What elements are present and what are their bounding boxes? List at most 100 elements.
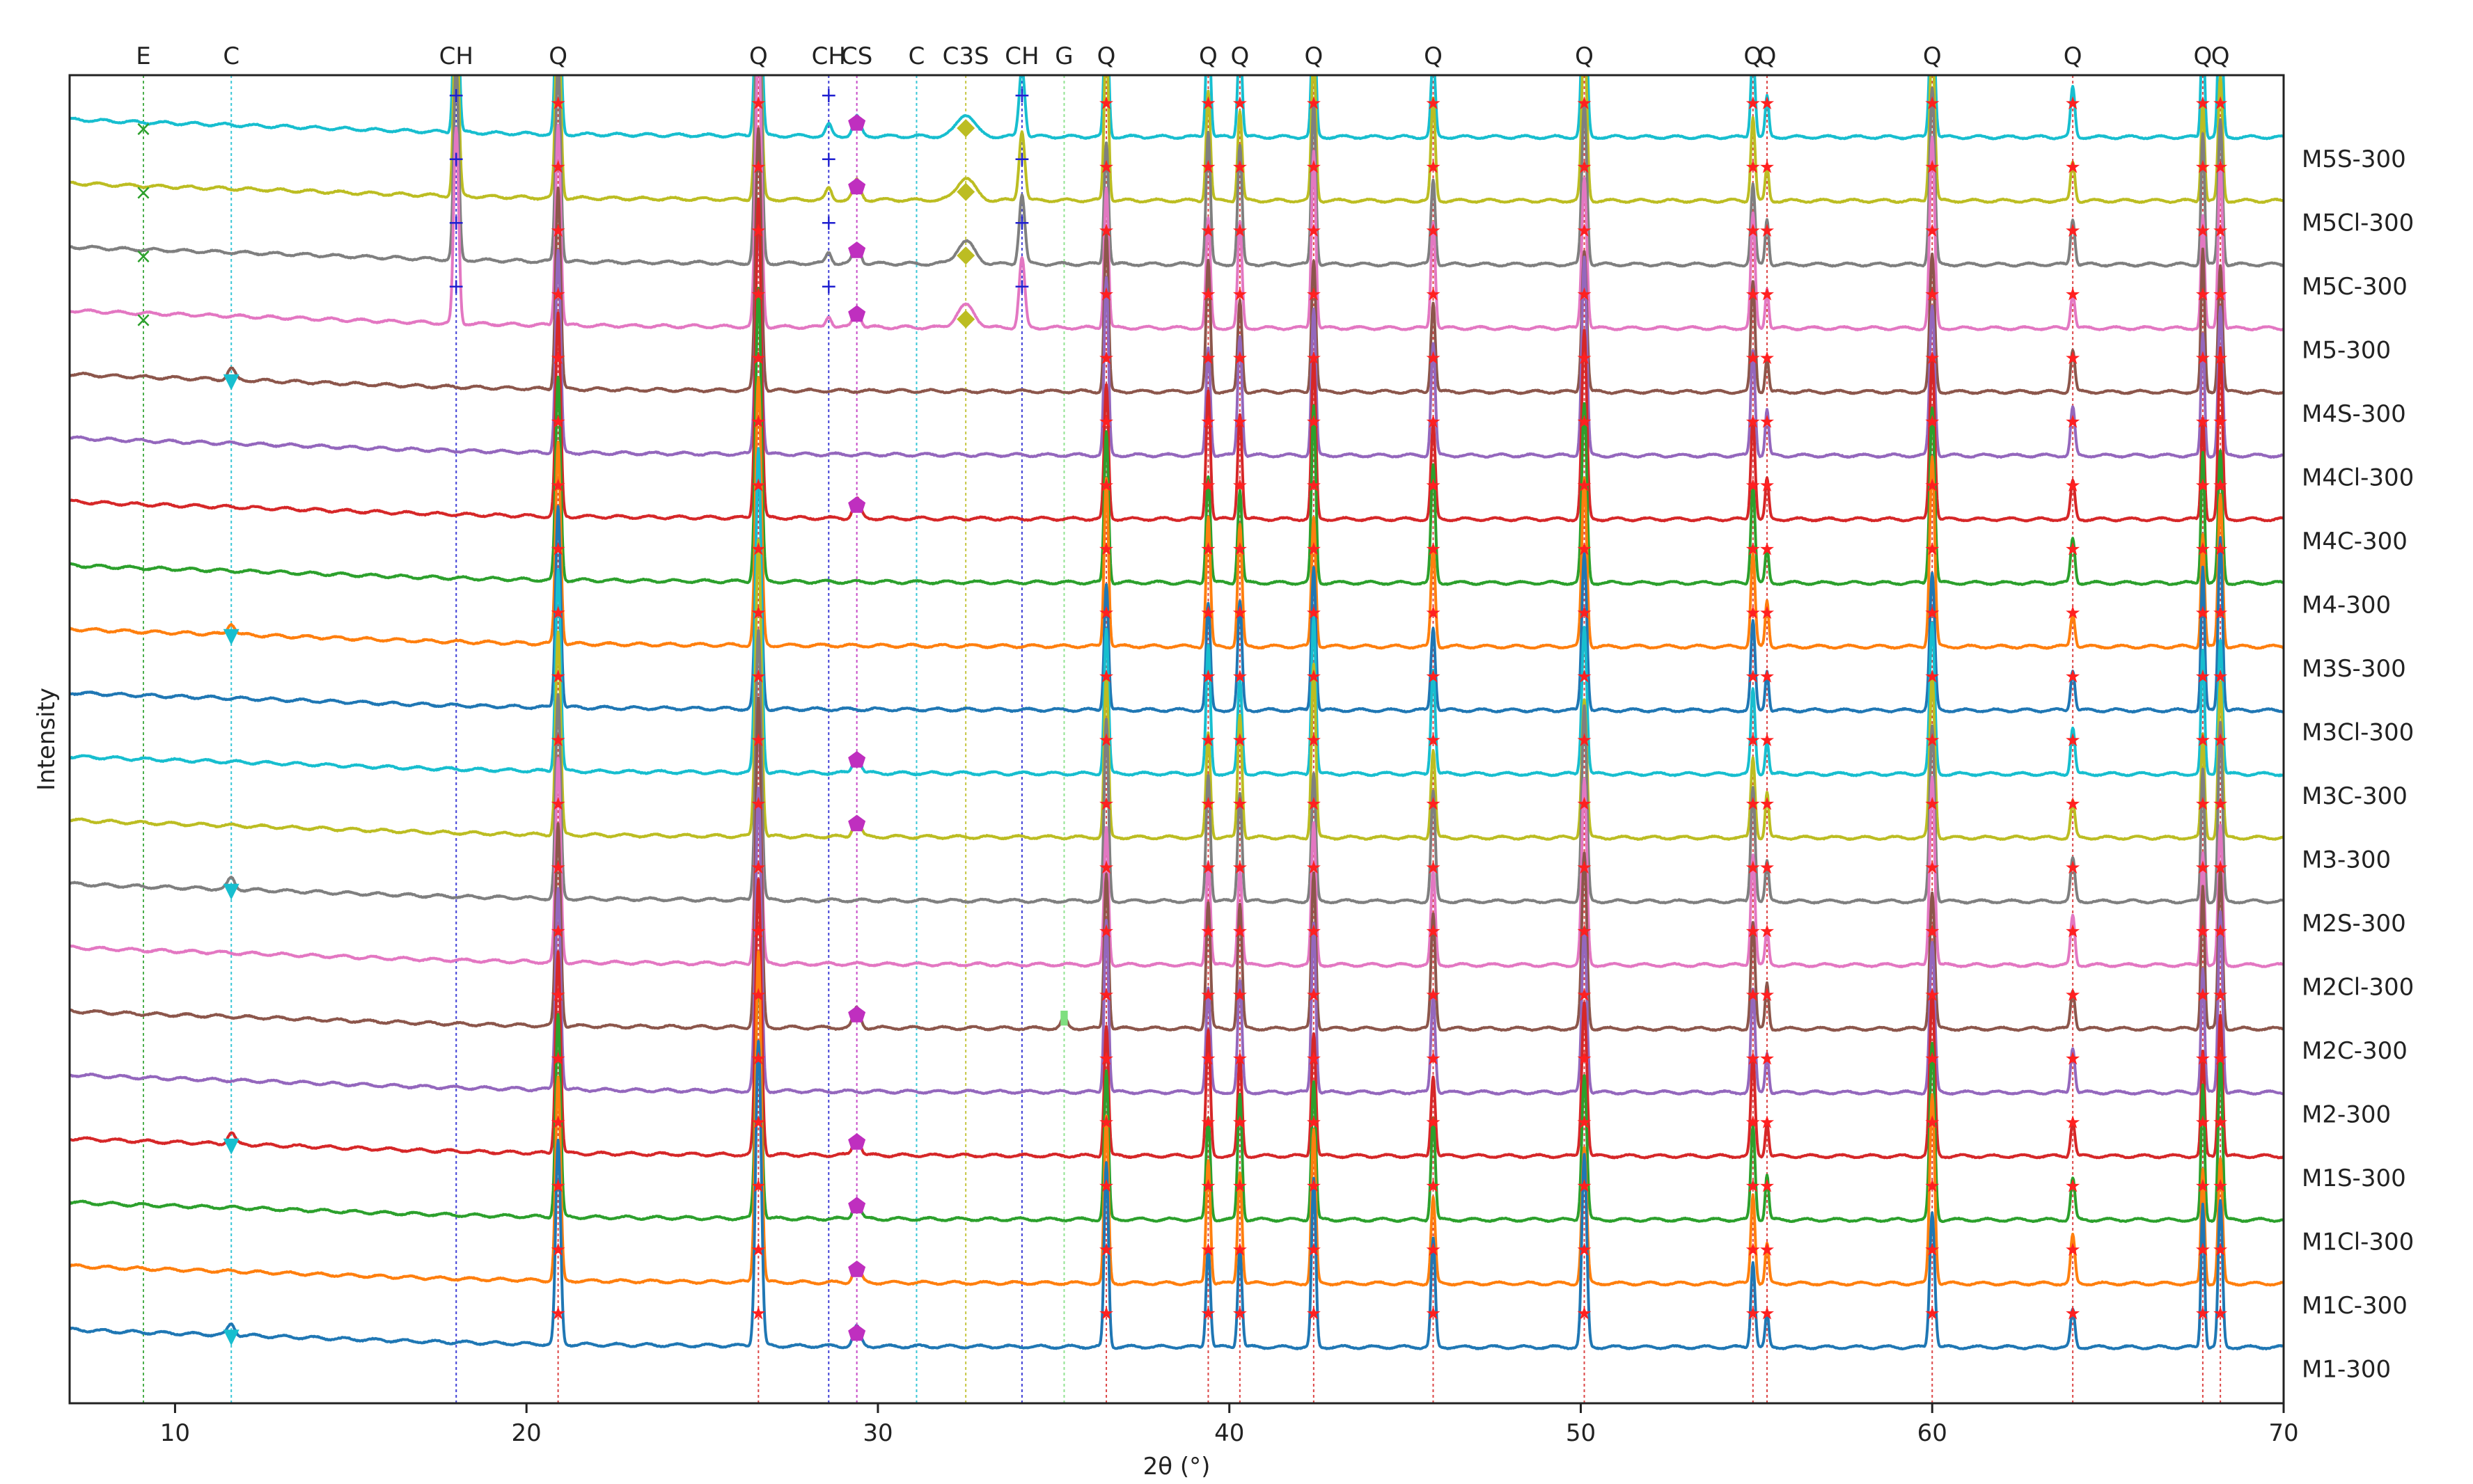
- phase-label: Q: [1743, 42, 1762, 70]
- quartz-marker: ★: [1200, 348, 1216, 369]
- plot-frame: [68, 74, 2285, 1405]
- quartz-marker: ★: [1924, 157, 1940, 178]
- quartz-marker: ★: [550, 348, 566, 369]
- ettringite-marker: ×: [134, 308, 152, 333]
- quartz-marker: ★: [1576, 603, 1592, 624]
- quartz-marker: ★: [1232, 1049, 1248, 1070]
- x-tick-label: 30: [863, 1419, 893, 1447]
- quartz-marker: ★: [1305, 1304, 1321, 1325]
- ettringite-marker: ×: [134, 181, 152, 205]
- portlandite-marker: +: [1013, 148, 1030, 172]
- quartz-marker: ★: [2195, 221, 2211, 242]
- quartz-marker: ★: [1232, 1112, 1248, 1133]
- series-line: [70, 1040, 2284, 1350]
- x-tick-label: 50: [1566, 1419, 1596, 1447]
- quartz-marker: ★: [1098, 667, 1114, 688]
- quartz-marker: ★: [1232, 667, 1248, 688]
- phase-label: Q: [2211, 42, 2230, 70]
- series-line: [70, 75, 2284, 332]
- quartz-marker: ★: [1745, 603, 1761, 624]
- quartz-marker: ★: [1745, 794, 1761, 815]
- quartz-marker: ★: [1232, 1240, 1248, 1261]
- portlandite-marker: +: [820, 84, 838, 108]
- quartz-marker: ★: [751, 1240, 767, 1261]
- quartz-marker: ★: [1098, 285, 1114, 306]
- series-line: [70, 127, 2284, 395]
- quartz-marker: ★: [2212, 985, 2228, 1006]
- x-tick-label: 20: [512, 1419, 542, 1447]
- quartz-marker: ★: [1200, 985, 1216, 1006]
- sample-label: M2S-300: [2302, 910, 2406, 938]
- x-tick-label: 40: [1214, 1419, 1244, 1447]
- quartz-marker: ★: [2195, 730, 2211, 751]
- phase-label: E: [136, 42, 150, 70]
- sample-label: M5S-300: [2302, 145, 2406, 173]
- calcite-marker: ⬟: [848, 812, 866, 837]
- series-line: [70, 197, 2284, 523]
- quartz-marker: ★: [550, 858, 566, 878]
- quartz-marker: ★: [1759, 667, 1775, 688]
- quartz-marker: ★: [1924, 412, 1940, 433]
- quartz-marker: ★: [2212, 93, 2228, 114]
- quartz-marker: ★: [2064, 221, 2080, 242]
- quartz-marker: ★: [1098, 858, 1114, 878]
- quartz-marker: ★: [550, 985, 566, 1006]
- quartz-marker: ★: [2195, 157, 2211, 178]
- quartz-marker: ★: [1305, 221, 1321, 242]
- quartz-marker: ★: [1576, 221, 1592, 242]
- quartz-marker: ★: [1200, 157, 1216, 178]
- quartz-marker: ★: [1576, 539, 1592, 560]
- quartz-marker: ★: [1305, 794, 1321, 815]
- quartz-marker: ★: [1200, 285, 1216, 306]
- quartz-marker: ★: [751, 1049, 767, 1070]
- quartz-marker: ★: [2212, 667, 2228, 688]
- quartz-marker: ★: [1305, 285, 1321, 306]
- phase-label: CH: [1005, 42, 1039, 70]
- quartz-marker: ★: [1759, 221, 1775, 242]
- quartz-marker: ★: [1759, 1240, 1775, 1261]
- quartz-marker: ★: [1745, 348, 1761, 369]
- ettringite-marker: ×: [134, 117, 152, 141]
- quartz-marker: ★: [1232, 985, 1248, 1006]
- phase-label: CS: [841, 42, 872, 70]
- calcite-marker: ⬟: [848, 1194, 866, 1219]
- quartz-marker: ★: [1425, 93, 1441, 114]
- sample-label: M1-300: [2302, 1356, 2391, 1384]
- sample-label: M4Cl-300: [2302, 464, 2414, 492]
- quartz-marker: ★: [2195, 1304, 2211, 1325]
- quartz-marker: ★: [1924, 667, 1940, 688]
- quartz-marker: ★: [751, 157, 767, 178]
- x-tick-label: 10: [160, 1419, 190, 1447]
- quartz-marker: ★: [1232, 794, 1248, 815]
- phase-label: Q: [1304, 42, 1323, 70]
- quartz-marker: ★: [1745, 1240, 1761, 1261]
- quartz-marker: ★: [1200, 1304, 1216, 1325]
- quartz-marker: ★: [751, 985, 767, 1006]
- portlandite-marker: +: [448, 211, 465, 235]
- quartz-marker: ★: [1745, 922, 1761, 942]
- quartz-marker: ★: [2195, 922, 2211, 942]
- c3s-marker: ◆: [957, 113, 975, 141]
- sample-label: M5-300: [2302, 337, 2391, 365]
- quartz-marker: ★: [2195, 412, 2211, 433]
- quartz-marker: ★: [1425, 221, 1441, 242]
- quartz-marker: ★: [1098, 922, 1114, 942]
- quartz-marker: ★: [1759, 794, 1775, 815]
- quartz-marker: ★: [550, 603, 566, 624]
- quartz-marker: ★: [1924, 922, 1940, 942]
- quartz-marker: ★: [1098, 794, 1114, 815]
- quartz-marker: ★: [1759, 985, 1775, 1006]
- phase-label: C: [909, 42, 925, 70]
- quartz-marker: ★: [751, 603, 767, 624]
- quartz-marker: ★: [1425, 539, 1441, 560]
- quartz-marker: ★: [2212, 285, 2228, 306]
- quartz-marker: ★: [751, 730, 767, 751]
- quartz-marker: ★: [1924, 794, 1940, 815]
- quartz-marker: ★: [2212, 348, 2228, 369]
- g-phase-marker: ▮: [1059, 1005, 1069, 1028]
- series-line: [70, 696, 2284, 1032]
- quartz-marker: ★: [2195, 1240, 2211, 1261]
- quartz-marker: ★: [1745, 285, 1761, 306]
- quartz-marker: ★: [1745, 1049, 1761, 1070]
